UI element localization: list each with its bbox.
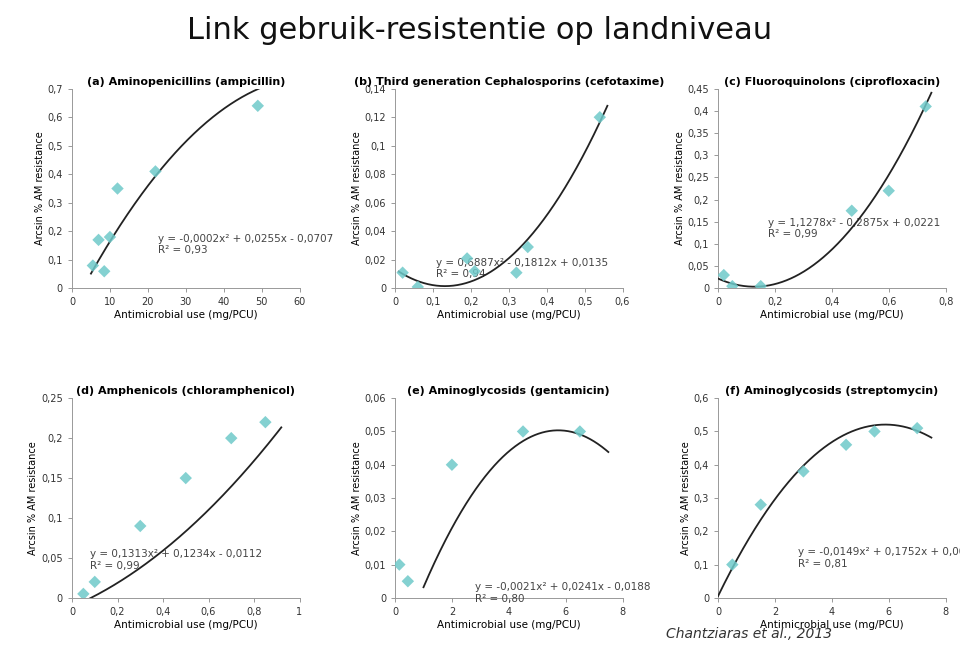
Point <box>224 433 239 443</box>
Y-axis label: Arcsin % AM resistance: Arcsin % AM resistance <box>35 131 45 246</box>
Title: (b) Third generation Cephalosporins (cefotaxime): (b) Third generation Cephalosporins (cef… <box>353 76 664 87</box>
X-axis label: Antimicrobial use (mg/PCU): Antimicrobial use (mg/PCU) <box>760 310 903 320</box>
Point <box>753 281 768 292</box>
Title: (c) Fluoroquinolons (ciprofloxacin): (c) Fluoroquinolons (ciprofloxacin) <box>724 76 940 87</box>
Point <box>725 559 740 570</box>
Text: y = -0,0021x² + 0,0241x - 0,0188
R² = 0,80: y = -0,0021x² + 0,0241x - 0,0188 R² = 0,… <box>474 582 650 604</box>
Point <box>909 423 924 434</box>
Point <box>867 426 882 437</box>
Point <box>572 426 588 437</box>
Point <box>725 281 740 292</box>
Title: (d) Amphenicols (chloramphenicol): (d) Amphenicols (chloramphenicol) <box>76 386 296 396</box>
Title: (e) Aminoglycosids (gentamicin): (e) Aminoglycosids (gentamicin) <box>407 386 611 396</box>
Point <box>716 270 732 281</box>
Point <box>87 577 103 587</box>
Point <box>460 253 475 263</box>
Point <box>881 185 897 196</box>
Point <box>509 267 524 278</box>
Point <box>257 417 273 428</box>
X-axis label: Antimicrobial use (mg/PCU): Antimicrobial use (mg/PCU) <box>437 620 581 629</box>
Point <box>97 266 112 277</box>
Title: (f) Aminoglycosids (streptomycin): (f) Aminoglycosids (streptomycin) <box>725 386 939 396</box>
Y-axis label: Arcsin % AM resistance: Arcsin % AM resistance <box>681 441 691 555</box>
Point <box>148 166 163 177</box>
Point <box>844 206 859 216</box>
Point <box>796 466 811 477</box>
Point <box>85 260 101 271</box>
Point <box>918 101 933 112</box>
Point <box>753 499 768 510</box>
X-axis label: Antimicrobial use (mg/PCU): Antimicrobial use (mg/PCU) <box>114 310 257 320</box>
Point <box>251 101 266 111</box>
Point <box>410 282 425 292</box>
Text: Chantziaras et al., 2013: Chantziaras et al., 2013 <box>665 627 832 641</box>
Y-axis label: Arcsin % AM resistance: Arcsin % AM resistance <box>29 441 38 555</box>
Point <box>838 440 853 450</box>
Text: y = -0,0149x² + 0,1752x + 0,0057
R² = 0,81: y = -0,0149x² + 0,1752x + 0,0057 R² = 0,… <box>798 547 960 569</box>
Point <box>520 242 536 252</box>
Text: y = 0,6887x² - 0,1812x + 0,0135
R² = 0,94: y = 0,6887x² - 0,1812x + 0,0135 R² = 0,9… <box>436 258 608 279</box>
Point <box>592 112 608 122</box>
X-axis label: Antimicrobial use (mg/PCU): Antimicrobial use (mg/PCU) <box>114 620 257 629</box>
Point <box>109 183 125 194</box>
Point <box>444 459 460 470</box>
X-axis label: Antimicrobial use (mg/PCU): Antimicrobial use (mg/PCU) <box>437 310 581 320</box>
Point <box>392 559 407 570</box>
Point <box>91 235 107 245</box>
Point <box>102 232 117 242</box>
Point <box>395 267 410 278</box>
Text: Link gebruik-resistentie op landniveau: Link gebruik-resistentie op landniveau <box>187 16 773 45</box>
Y-axis label: Arcsin % AM resistance: Arcsin % AM resistance <box>351 441 362 555</box>
Point <box>76 589 91 599</box>
Point <box>467 266 482 277</box>
Point <box>178 473 193 484</box>
Point <box>400 576 416 587</box>
Point <box>516 426 531 437</box>
Y-axis label: Arcsin % AM resistance: Arcsin % AM resistance <box>351 131 362 246</box>
Y-axis label: Arcsin % AM resistance: Arcsin % AM resistance <box>675 131 684 246</box>
Text: y = -0,0002x² + 0,0255x - 0,0707
R² = 0,93: y = -0,0002x² + 0,0255x - 0,0707 R² = 0,… <box>158 234 334 255</box>
Text: y = 0,1313x² + 0,1234x - 0,0112
R² = 0,99: y = 0,1313x² + 0,1234x - 0,0112 R² = 0,9… <box>90 549 262 571</box>
X-axis label: Antimicrobial use (mg/PCU): Antimicrobial use (mg/PCU) <box>760 620 903 629</box>
Point <box>132 521 148 532</box>
Text: y = 1,1278x² - 0,2875x + 0,0221
R² = 0,99: y = 1,1278x² - 0,2875x + 0,0221 R² = 0,9… <box>768 217 941 239</box>
Title: (a) Aminopenicillins (ampicillin): (a) Aminopenicillins (ampicillin) <box>86 76 285 87</box>
